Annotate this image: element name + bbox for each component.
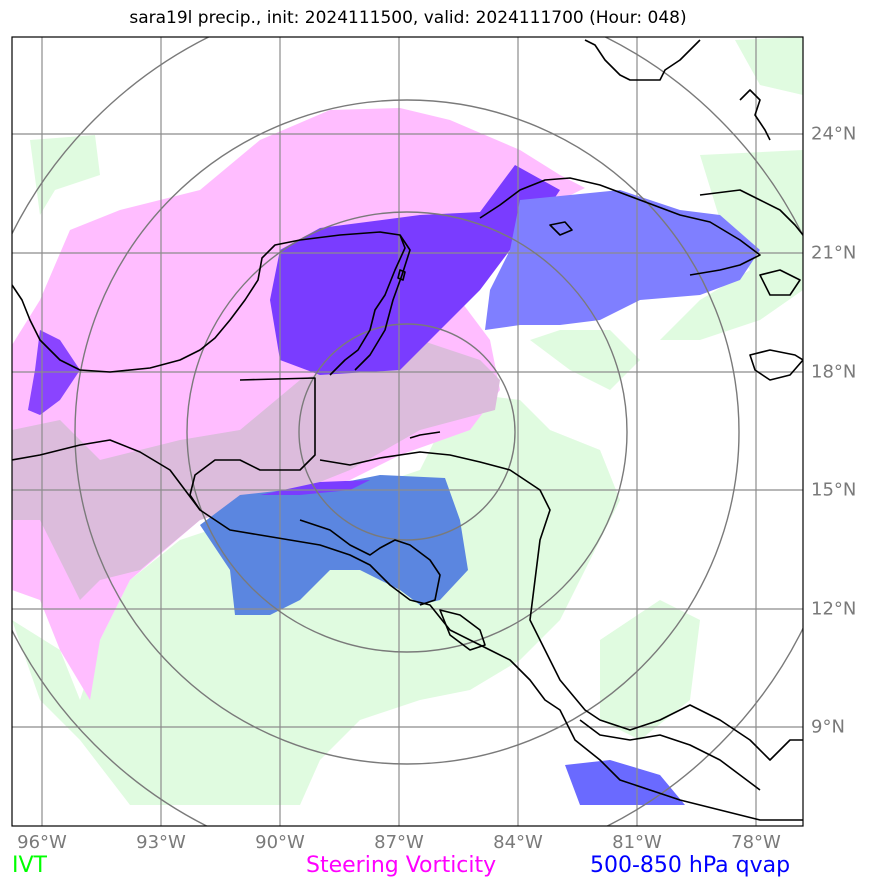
lon-label: 90°W (255, 832, 305, 853)
coast-florida (584, 39, 701, 81)
coast-central-caribbean (319, 451, 803, 761)
coast-yucatan-east (354, 234, 411, 371)
graticule (12, 37, 803, 826)
coast-hispaniola (749, 349, 803, 381)
lat-label: 21°N (811, 242, 857, 264)
map-title: sara19l precip., init: 2024111500, valid… (129, 8, 687, 28)
range-rings (12, 37, 803, 826)
coast-cuba (479, 177, 761, 276)
lat-label: 18°N (811, 361, 857, 383)
lake-nicaragua (439, 609, 486, 651)
map-frame (11, 36, 804, 827)
lat-label: 24°N (811, 123, 857, 145)
lon-label: 84°W (493, 832, 543, 853)
lon-label: 93°W (136, 832, 186, 853)
island-isle-of-youth (549, 221, 573, 236)
island-cozumel (397, 269, 406, 281)
ivt-region-north (735, 37, 803, 95)
steering-region-mauve (12, 340, 500, 600)
ivt-region-sw (530, 330, 640, 390)
legend-steering-vorticity: Steering Vorticity (306, 853, 497, 878)
qvap-region-central (200, 475, 468, 615)
legend-qvap: 500-850 hPa qvap (590, 853, 791, 878)
lon-label: 78°W (731, 832, 781, 853)
qvap-region-yucatan-overlap (270, 165, 560, 375)
lon-label: 81°W (612, 832, 662, 853)
lat-label: 9°N (811, 716, 845, 738)
lat-label: 15°N (811, 479, 857, 501)
coastlines (12, 39, 803, 821)
ivt-region-gulf (30, 135, 100, 215)
lon-label: 96°W (17, 832, 67, 853)
range-ring-2 (186, 211, 628, 653)
coast-honduras-gulf (299, 519, 441, 606)
ivt-region-south (12, 395, 620, 805)
ivt-field (12, 37, 803, 805)
coast-mexico-gulf (12, 231, 406, 376)
ivt-region-pacific-east (600, 600, 700, 740)
border-mexico-guatemala (189, 377, 316, 511)
coast-jamaica (759, 269, 801, 296)
coast-panama (579, 719, 761, 791)
lat-label: 12°N (811, 598, 857, 620)
ivt-region-caribbean (660, 150, 803, 340)
coast-cuba-east (699, 189, 803, 236)
range-ring-1 (298, 323, 516, 541)
lon-label: 87°W (374, 832, 424, 853)
legend-ivt: IVT (12, 853, 47, 878)
range-ring-3 (74, 99, 740, 765)
coast-bahamas (739, 89, 771, 141)
islands-bay (409, 431, 441, 439)
coast-pacific (12, 439, 803, 821)
